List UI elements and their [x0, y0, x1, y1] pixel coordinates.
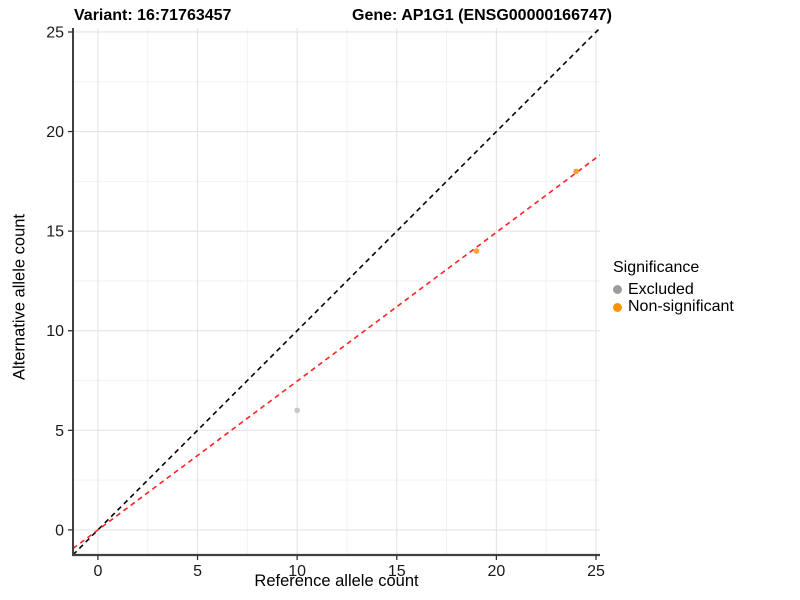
legend-key-dot [613, 302, 622, 312]
legend-items: Excluded Non-significant [613, 281, 798, 316]
y-tick-label: 15 [46, 224, 64, 241]
plot-title-variant: Variant: 16:71763457 [74, 7, 232, 24]
legend-item-label: Excluded [628, 280, 694, 298]
legend-item-non-significant: Non-significant [613, 298, 798, 317]
y-axis-title: Alternative allele count [10, 213, 29, 381]
plot-title-gene: Gene: AP1G1 (ENSG00000166747) [352, 7, 612, 24]
x-tick-label: 10 [288, 563, 306, 580]
data-point-non-significant [573, 168, 579, 175]
legend-title: Significance [613, 259, 700, 276]
identity-line [73, 28, 600, 555]
x-tick-label: 0 [93, 563, 102, 580]
x-axis-title: Reference allele count [254, 572, 419, 590]
fitted-line [73, 154, 600, 550]
legend-key-dot [613, 285, 622, 295]
y-tick-label: 0 [55, 522, 64, 539]
legend-item-label: Non-significant [628, 298, 734, 316]
x-tick-label: 5 [193, 563, 202, 580]
y-tick-label: 5 [55, 423, 64, 440]
x-tick-label: 20 [487, 563, 505, 580]
y-tick-label: 25 [46, 24, 64, 41]
legend: Significance Excluded Non-significant [613, 259, 798, 316]
x-tick-label: 15 [388, 563, 406, 580]
data-point-excluded [294, 407, 300, 414]
data-point-non-significant [473, 248, 480, 254]
y-tick-label: 20 [46, 124, 64, 141]
legend-item-excluded: Excluded [613, 281, 798, 299]
y-tick-label: 10 [46, 323, 64, 340]
x-tick-label: 25 [587, 563, 605, 580]
